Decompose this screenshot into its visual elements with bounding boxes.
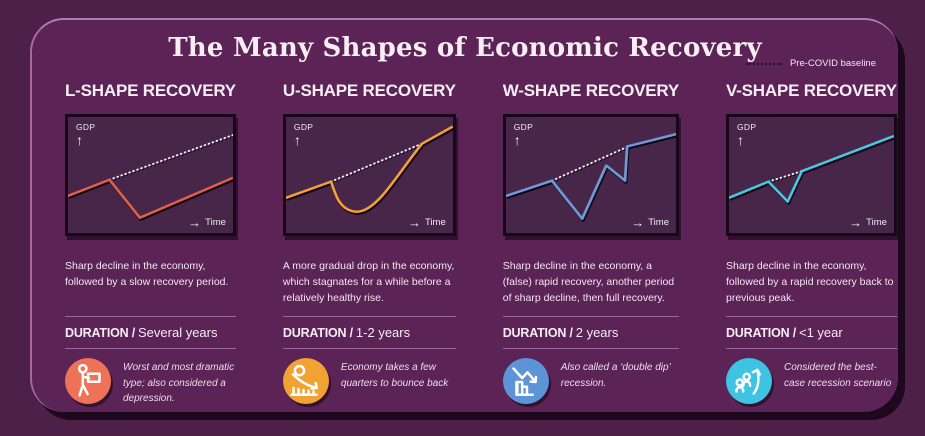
up-arrow-icon: ↑ xyxy=(736,132,744,148)
duration-label: DURATION / xyxy=(725,326,796,340)
double-dip-chart-icon xyxy=(502,358,549,404)
duration-label: DURATION / xyxy=(65,326,135,340)
panel-description: Sharp decline in the economy, a (false) … xyxy=(502,260,675,304)
panel-note: Also called a ‘double dip’ recession. xyxy=(560,362,671,389)
y-axis-label: GDP ↑ xyxy=(736,122,757,148)
l-shape-chart: GDP ↑ → Time xyxy=(65,114,236,236)
recovery-curve-plot xyxy=(68,134,233,220)
panel-heading: W-SHAPE RECOVERY xyxy=(502,81,679,100)
people-rising-arrow-icon xyxy=(725,358,772,404)
right-arrow-icon: → xyxy=(188,215,202,230)
recovery-curve-plot xyxy=(505,132,676,220)
panel-w-shape: W-SHAPE RECOVERY GDP ↑ → Time Sharp decl… xyxy=(502,81,679,407)
panel-description: Sharp decline in the economy, followed b… xyxy=(65,260,229,288)
panel-footnote: Economy takes a few quarters to bounce b… xyxy=(282,358,456,404)
recovery-panels: L-SHAPE RECOVERY GDP ↑ → Time Sharp decl… xyxy=(65,81,897,407)
up-arrow-icon: ↑ xyxy=(76,132,83,148)
v-shape-chart: GDP ↑ → Time xyxy=(725,114,897,236)
up-arrow-icon: ↑ xyxy=(293,132,301,148)
panel-v-shape: V-SHAPE RECOVERY GDP ↑ → Time Sharp decl… xyxy=(725,81,897,407)
duration-value: <1 year xyxy=(798,325,843,340)
x-axis-label: → Time xyxy=(631,215,669,230)
panel-note: Considered the best-case recession scena… xyxy=(783,362,892,389)
gdp-line xyxy=(285,125,453,213)
x-axis-label: → Time xyxy=(188,215,226,230)
panel-heading: L-SHAPE RECOVERY xyxy=(65,81,236,100)
recovery-curve-plot xyxy=(285,125,453,213)
up-arrow-icon: ↑ xyxy=(513,132,521,148)
panel-footnote: Also called a ‘double dip’ recession. xyxy=(502,358,679,404)
duration-value: Several years xyxy=(138,325,218,340)
y-axis-label: GDP ↑ xyxy=(76,122,96,148)
panel-description: A more gradual drop in the economy, whic… xyxy=(282,260,455,304)
x-axis-label: → Time xyxy=(849,215,887,230)
pre-covid-baseline-line xyxy=(767,170,803,183)
duration-row: DURATION / <1 year xyxy=(725,316,897,349)
duration-label: DURATION / xyxy=(282,326,353,340)
panel-footnote: Considered the best-case recession scena… xyxy=(725,358,897,404)
duration-value: 2 years xyxy=(575,325,619,340)
pre-covid-baseline-line xyxy=(550,146,627,182)
legend-label: Pre-COVID baseline xyxy=(789,58,876,69)
panel-note: Worst and most dramatic type; also consi… xyxy=(123,362,235,404)
gdp-line xyxy=(68,176,233,220)
worker-carrying-box-icon xyxy=(65,358,111,404)
declining-bars-coin-icon xyxy=(282,358,329,404)
x-axis-label: → Time xyxy=(407,215,446,230)
duration-value: 1-2 years xyxy=(355,325,411,340)
right-arrow-icon: → xyxy=(407,215,421,230)
pre-covid-baseline-line xyxy=(329,142,424,183)
recovery-curve-plot xyxy=(728,134,894,203)
duration-row: DURATION /2 years xyxy=(502,316,679,349)
panel-footnote: Worst and most dramatic type; also consi… xyxy=(65,358,236,407)
y-axis-label: GDP ↑ xyxy=(293,122,314,148)
panel-description: Sharp decline in the economy, followed b… xyxy=(725,260,894,304)
y-axis-label: GDP ↑ xyxy=(513,122,534,148)
duration-row: DURATION /1-2 years xyxy=(282,316,456,349)
pre-covid-baseline-line xyxy=(108,134,233,181)
right-arrow-icon: → xyxy=(849,215,863,230)
pre-covid-baseline-legend: Pre-COVID baseline xyxy=(745,58,876,69)
panel-heading: V-SHAPE RECOVERY xyxy=(725,81,897,100)
u-shape-chart: GDP ↑ → Time xyxy=(282,114,456,236)
panel-u-shape: U-SHAPE RECOVERY GDP ↑ → Time A more gra… xyxy=(282,81,456,407)
right-arrow-icon: → xyxy=(631,215,645,230)
panel-note: Economy takes a few quarters to bounce b… xyxy=(340,362,449,389)
gdp-line xyxy=(505,132,676,220)
page-title: The Many Shapes of Economic Recovery xyxy=(168,33,762,63)
w-shape-chart: GDP ↑ → Time xyxy=(502,114,679,236)
duration-row: DURATION / Several years xyxy=(65,316,236,349)
duration-label: DURATION / xyxy=(502,326,573,340)
dotted-line-icon xyxy=(745,62,782,65)
gdp-line xyxy=(728,134,894,203)
panel-l-shape: L-SHAPE RECOVERY GDP ↑ → Time Sharp decl… xyxy=(65,81,236,407)
infographic-card: The Many Shapes of Economic Recovery Pre… xyxy=(30,18,898,412)
panel-heading: U-SHAPE RECOVERY xyxy=(282,81,456,100)
